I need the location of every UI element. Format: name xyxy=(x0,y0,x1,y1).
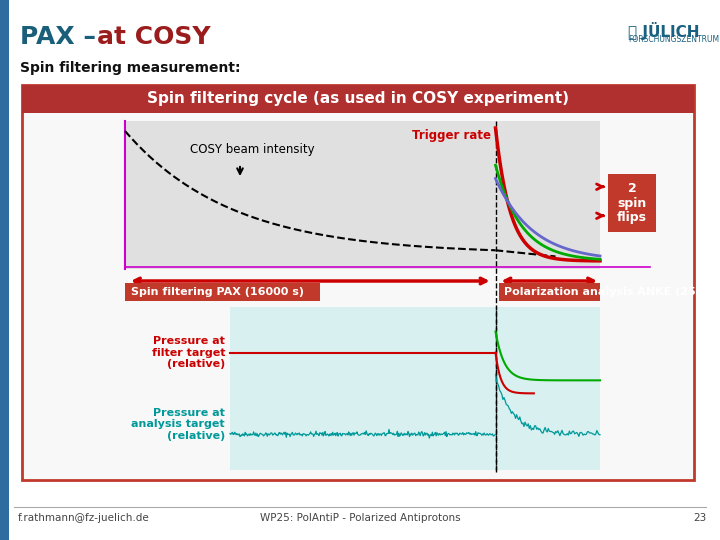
Text: Pressure at
analysis target
(relative): Pressure at analysis target (relative) xyxy=(131,408,225,441)
Text: COSY beam intensity: COSY beam intensity xyxy=(190,143,315,156)
Text: 2
spin
flips: 2 spin flips xyxy=(617,181,647,225)
Text: Spin filtering cycle (as used in COSY experiment): Spin filtering cycle (as used in COSY ex… xyxy=(147,91,569,106)
Text: Polarization analysis ANKE (2500 s): Polarization analysis ANKE (2500 s) xyxy=(505,287,720,297)
Bar xyxy=(608,174,656,232)
Text: Pressure at
filter target
(relative): Pressure at filter target (relative) xyxy=(151,336,225,369)
Text: f.rathmann@fz-juelich.de: f.rathmann@fz-juelich.de xyxy=(18,513,150,523)
Bar xyxy=(22,85,694,113)
Text: WP25: PolAntiP - Polarized Antiprotons: WP25: PolAntiP - Polarized Antiprotons xyxy=(260,513,460,523)
Text: Spin filtering measurement:: Spin filtering measurement: xyxy=(20,61,240,75)
Text: FORSCHUNGSZENTRUM: FORSCHUNGSZENTRUM xyxy=(628,35,719,44)
Text: at COSY: at COSY xyxy=(97,25,211,49)
Text: ⓘ JÜLICH: ⓘ JÜLICH xyxy=(629,22,700,40)
Bar xyxy=(230,307,600,470)
Bar xyxy=(498,283,600,301)
Text: 23: 23 xyxy=(693,513,706,523)
Text: Spin filtering PAX (16000 s): Spin filtering PAX (16000 s) xyxy=(131,287,304,297)
Bar xyxy=(125,121,600,269)
Bar xyxy=(22,85,694,480)
Bar xyxy=(0,0,9,540)
Bar xyxy=(125,283,320,301)
Text: Trigger rate: Trigger rate xyxy=(412,129,490,142)
Text: PAX –: PAX – xyxy=(20,25,104,49)
